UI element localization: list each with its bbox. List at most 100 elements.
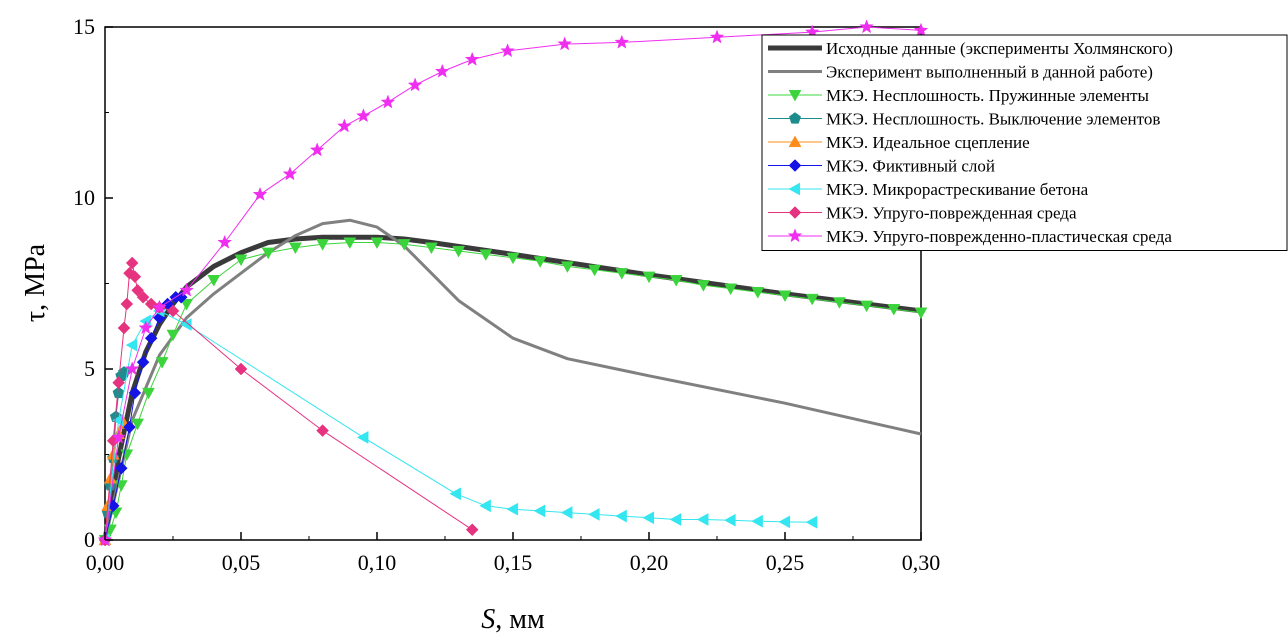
data-point [642, 511, 655, 525]
data-point [179, 282, 194, 297]
series-8 [98, 256, 479, 547]
data-point [217, 234, 232, 249]
x-axis: 0,00 0,05 0,10 0,15 0,20 0,25 0,30 [86, 532, 941, 575]
data-point [533, 504, 546, 518]
data-point [832, 297, 846, 309]
data-point [124, 361, 140, 376]
data-point [787, 228, 803, 243]
x-tick-label: 0,10 [358, 550, 397, 575]
data-point [465, 523, 479, 537]
data-point [788, 206, 802, 219]
legend-label: МКЭ. Фиктивный слой [826, 157, 995, 176]
data-point [111, 429, 126, 444]
data-point [614, 34, 630, 49]
data-point [434, 63, 450, 78]
series-line [103, 218, 922, 541]
series-2 [103, 218, 922, 541]
series-line [104, 310, 813, 541]
data-point [136, 355, 150, 369]
series-7 [98, 304, 818, 547]
data-point [788, 182, 801, 196]
data-point [114, 461, 128, 475]
data-point [696, 513, 709, 526]
data-point [180, 298, 194, 311]
legend-item: Исходные данные (эксперименты Холмянског… [768, 39, 1173, 58]
data-point [669, 513, 682, 526]
data-point [343, 237, 357, 250]
legend-item: МКЭ. Фиктивный слой [768, 157, 995, 176]
data-point [142, 387, 155, 400]
data-point [669, 275, 683, 287]
data-point [506, 252, 520, 265]
y-tick-label: 5 [84, 356, 95, 381]
data-point [125, 338, 138, 352]
series-line [104, 242, 922, 541]
data-point [207, 275, 221, 287]
x-axis-unit: , мм [495, 604, 545, 635]
data-point [252, 186, 268, 201]
data-point [123, 420, 136, 434]
legend-item: МКЭ. Упруго-поврежденная среда [768, 204, 1077, 223]
data-point [316, 239, 330, 251]
legend-label: МКЭ. Упруго-поврежденная среда [826, 204, 1077, 223]
legend-item: МКЭ. Упруго-поврежденно-пластическая сре… [768, 227, 1172, 246]
data-point [380, 94, 396, 109]
data-point [356, 430, 369, 444]
legend-item: МКЭ. Несплошность. Пружинные элементы [768, 86, 1150, 105]
data-point [112, 376, 125, 390]
legend-label: МКЭ. Несплошность. Пружинные элементы [826, 86, 1150, 105]
data-point [144, 331, 158, 345]
data-point [120, 297, 134, 311]
data-point [615, 268, 629, 280]
data-point [316, 424, 329, 437]
data-point [557, 36, 572, 51]
legend-item: МКЭ. Микрорастрескивание бетона [768, 180, 1089, 199]
data-point [166, 304, 180, 318]
legend-label: МКЭ. Несплошность. Выключение элементов [826, 110, 1160, 129]
x-tick-label: 0,15 [494, 550, 533, 575]
data-point [282, 166, 298, 181]
data-point [152, 299, 167, 314]
data-point [234, 254, 248, 267]
plot-area [97, 19, 929, 547]
data-point [788, 135, 802, 148]
data-point [709, 29, 725, 44]
x-tick-label: 0,30 [902, 550, 941, 575]
data-point [138, 320, 154, 335]
data-point [789, 112, 801, 124]
data-point [449, 487, 461, 501]
data-point [166, 329, 180, 342]
y-axis: 0 5 10 15 [73, 14, 113, 552]
data-point [131, 418, 145, 431]
data-point [913, 22, 929, 37]
legend-label: МКЭ. Микрорастрескивание бетона [826, 180, 1089, 199]
y-tick-label: 0 [84, 527, 95, 552]
data-point [805, 515, 818, 529]
y-axis-title: τ, MPa [20, 243, 51, 322]
data-point [588, 264, 602, 277]
data-point [234, 362, 248, 376]
data-point [615, 509, 627, 523]
legend-item: МКЭ. Несплошность. Выключение элементов [768, 110, 1160, 129]
data-point [560, 261, 574, 273]
data-point [724, 513, 736, 527]
data-point [288, 242, 302, 255]
data-point [860, 300, 874, 313]
legend-item: Эксперимент выполненный в данной работе) [768, 63, 1153, 82]
legend-label: МКЭ. Упруго-поврежденно-пластическая сре… [826, 227, 1172, 246]
data-point [479, 499, 491, 513]
legend: Исходные данные (эксперименты Холмянског… [761, 34, 1288, 251]
data-point [112, 386, 125, 399]
x-tick-label: 0,00 [86, 550, 125, 575]
data-point [128, 270, 142, 284]
data-point [805, 293, 819, 306]
data-point [356, 108, 371, 123]
legend-label: Эксперимент выполненный в данной работе) [826, 63, 1153, 82]
data-point [131, 283, 144, 297]
data-point [887, 304, 901, 316]
data-point [588, 507, 600, 521]
data-point [479, 249, 493, 261]
data-point [370, 237, 384, 250]
data-point [337, 118, 352, 133]
